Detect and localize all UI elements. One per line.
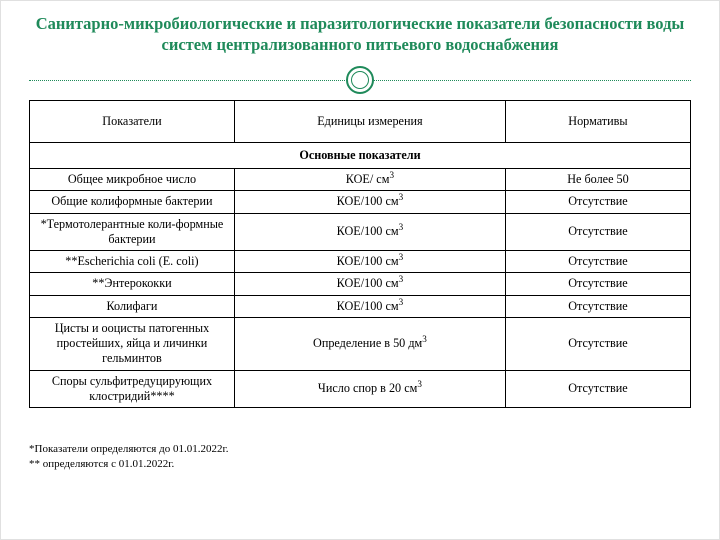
cell-norm: Отсутствие <box>505 295 690 317</box>
cell-unit: Определение в 50 дм3 <box>234 317 505 370</box>
slide: Санитарно-микробиологические и паразитол… <box>0 0 720 540</box>
section-row: Основные показатели <box>30 142 691 168</box>
cell-unit: КОЕ/100 см3 <box>234 295 505 317</box>
cell-norm: Отсутствие <box>505 370 690 408</box>
table-row: *Термотолерантные коли-формные бактерии … <box>30 213 691 251</box>
table-row: **Escherichia coli (E. coli) КОЕ/100 см3… <box>30 251 691 273</box>
cell-indicator: Общее микробное число <box>30 169 235 191</box>
cell-norm: Не более 50 <box>505 169 690 191</box>
cell-norm: Отсутствие <box>505 273 690 295</box>
table-row: Общие колиформные бактерии КОЕ/100 см3 О… <box>30 191 691 213</box>
cell-indicator: Колифаги <box>30 295 235 317</box>
cell-unit: КОЕ/ см3 <box>234 169 505 191</box>
cell-norm: Отсутствие <box>505 251 690 273</box>
cell-norm: Отсутствие <box>505 213 690 251</box>
table-row: Споры сульфитредуцирующих клостридий****… <box>30 370 691 408</box>
cell-unit: КОЕ/100 см3 <box>234 191 505 213</box>
indicators-table: Показатели Единицы измерения Нормативы О… <box>29 100 691 408</box>
table-header-row: Показатели Единицы измерения Нормативы <box>30 100 691 142</box>
cell-unit: КОЕ/100 см3 <box>234 273 505 295</box>
cell-unit: КОЕ/100 см3 <box>234 251 505 273</box>
col-header-0: Показатели <box>30 100 235 142</box>
footnote-line-2: ** определяются с 01.01.2022г. <box>29 457 691 472</box>
cell-indicator: Общие колиформные бактерии <box>30 191 235 213</box>
table-row: Цисты и ооцисты патогенных простейших, я… <box>30 317 691 370</box>
divider-circle-icon <box>346 66 374 94</box>
cell-indicator: **Энтерококки <box>30 273 235 295</box>
cell-norm: Отсутствие <box>505 317 690 370</box>
table-body: Основные показатели Общее микробное числ… <box>30 142 691 407</box>
divider <box>29 66 691 96</box>
col-header-1: Единицы измерения <box>234 100 505 142</box>
cell-indicator: Споры сульфитредуцирующих клостридий**** <box>30 370 235 408</box>
cell-indicator: *Термотолерантные коли-формные бактерии <box>30 213 235 251</box>
section-label: Основные показатели <box>30 142 691 168</box>
table-row: **Энтерококки КОЕ/100 см3 Отсутствие <box>30 273 691 295</box>
cell-indicator: **Escherichia coli (E. coli) <box>30 251 235 273</box>
cell-indicator: Цисты и ооцисты патогенных простейших, я… <box>30 317 235 370</box>
slide-title: Санитарно-микробиологические и паразитол… <box>29 13 691 56</box>
table-row: Колифаги КОЕ/100 см3 Отсутствие <box>30 295 691 317</box>
cell-unit: Число спор в 20 см3 <box>234 370 505 408</box>
footnotes: *Показатели определяются до 01.01.2022г.… <box>29 442 691 472</box>
table-row: Общее микробное число КОЕ/ см3 Не более … <box>30 169 691 191</box>
cell-norm: Отсутствие <box>505 191 690 213</box>
col-header-2: Нормативы <box>505 100 690 142</box>
footnote-line-1: *Показатели определяются до 01.01.2022г. <box>29 442 691 457</box>
cell-unit: КОЕ/100 см3 <box>234 213 505 251</box>
